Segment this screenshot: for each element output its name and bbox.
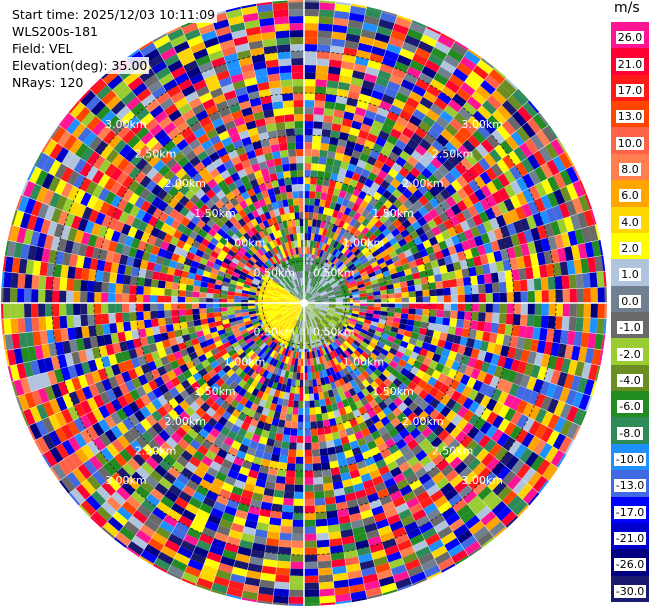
azimuth-lines	[1, 0, 607, 606]
range-ring-label: 1.50km	[372, 385, 414, 398]
colorbar-tick-label: -30.0	[613, 584, 647, 598]
range-ring-label: 2.50km	[135, 445, 177, 458]
colorbar-tick-label: 4.0	[619, 215, 641, 229]
colorbar-tick-label: -8.0	[617, 426, 643, 440]
range-ring-label: 3.00km	[105, 118, 147, 131]
colorbar-tick-label: 10.0	[615, 136, 645, 150]
range-labels: 0.50km 0.50km 0.50km 0.50km 1.00km 1.00km 1.00…	[105, 118, 503, 487]
colorbar-tick-label: 1.0	[619, 268, 641, 282]
range-ring-label: 0.50km	[254, 326, 296, 339]
range-ring-label: 0.50km	[313, 266, 355, 279]
range-ring-label: 2.00km	[164, 177, 206, 190]
scan-info: Start time: 2025/12/03 10:11:09 WLS200s-…	[12, 6, 218, 91]
station-name-text: WLS200s-181	[12, 23, 100, 40]
nrays-text: NRays: 120	[12, 74, 86, 91]
start-time-text: Start time: 2025/12/03 10:11:09	[12, 6, 218, 23]
colorbar-tick-label: 21.0	[615, 57, 645, 71]
range-ring-label: 2.50km	[432, 148, 474, 161]
colorbar-tick-label: -4.0	[617, 373, 643, 387]
range-ring-label: 1.00km	[343, 355, 385, 368]
colorbar-tick-label: 13.0	[615, 110, 645, 124]
colorbar-unit: m/s	[614, 0, 640, 16]
colorbar-tick-label: -26.0	[613, 558, 647, 572]
colorbar-tick-label: -2.0	[617, 347, 643, 361]
range-ring-label: 0.50km	[254, 266, 296, 279]
range-ring-label: 1.00km	[343, 237, 385, 250]
colorbar-tick-label: -21.0	[613, 532, 647, 546]
range-ring-label: 2.00km	[164, 415, 206, 428]
colorbar-tick-label: 6.0	[619, 189, 641, 203]
elevation-text: Elevation(deg): 35.00	[12, 57, 150, 74]
range-ring-label: 2.50km	[135, 148, 177, 161]
range-ring-label: 1.50km	[194, 207, 236, 220]
range-ring-label: 3.00km	[461, 474, 503, 487]
colorbar-tick-label: -1.0	[617, 321, 643, 335]
colorbar-tick-label: 26.0	[615, 31, 645, 45]
colorbar-tick-label: -17.0	[613, 505, 647, 519]
range-ring-label: 2.00km	[402, 177, 444, 190]
range-ring-label: 1.50km	[194, 385, 236, 398]
colorbar-tick-label: 2.0	[619, 242, 641, 256]
colorbar-tick-label: 8.0	[619, 163, 641, 176]
field-text: Field: VEL	[12, 40, 75, 57]
radar-gates	[1, 0, 607, 606]
range-ring-label: 2.00km	[402, 415, 444, 428]
range-ring-label: 3.00km	[105, 474, 147, 487]
range-ring-label: 1.50km	[372, 207, 414, 220]
colorbar-tick-label: -13.0	[613, 479, 647, 493]
range-ring-label: 1.00km	[224, 355, 266, 368]
colorbar: 26.0 21.0 17.0 13.0 10.0 8.0 6.0 4.0 2.0 1.0 0.0 -1…	[611, 22, 649, 603]
range-ring-label: 0.50km	[313, 326, 355, 339]
colorbar-tick-label: 0.0	[619, 294, 641, 308]
range-ring-label: 1.00km	[224, 237, 266, 250]
range-ring-label: 2.50km	[432, 445, 474, 458]
colorbar-tick-label: -10.0	[613, 453, 647, 466]
colorbar-tick-label: 17.0	[615, 83, 645, 97]
colorbar-tick-label: -6.0	[617, 400, 643, 414]
range-ring-label: 3.00km	[461, 118, 503, 131]
